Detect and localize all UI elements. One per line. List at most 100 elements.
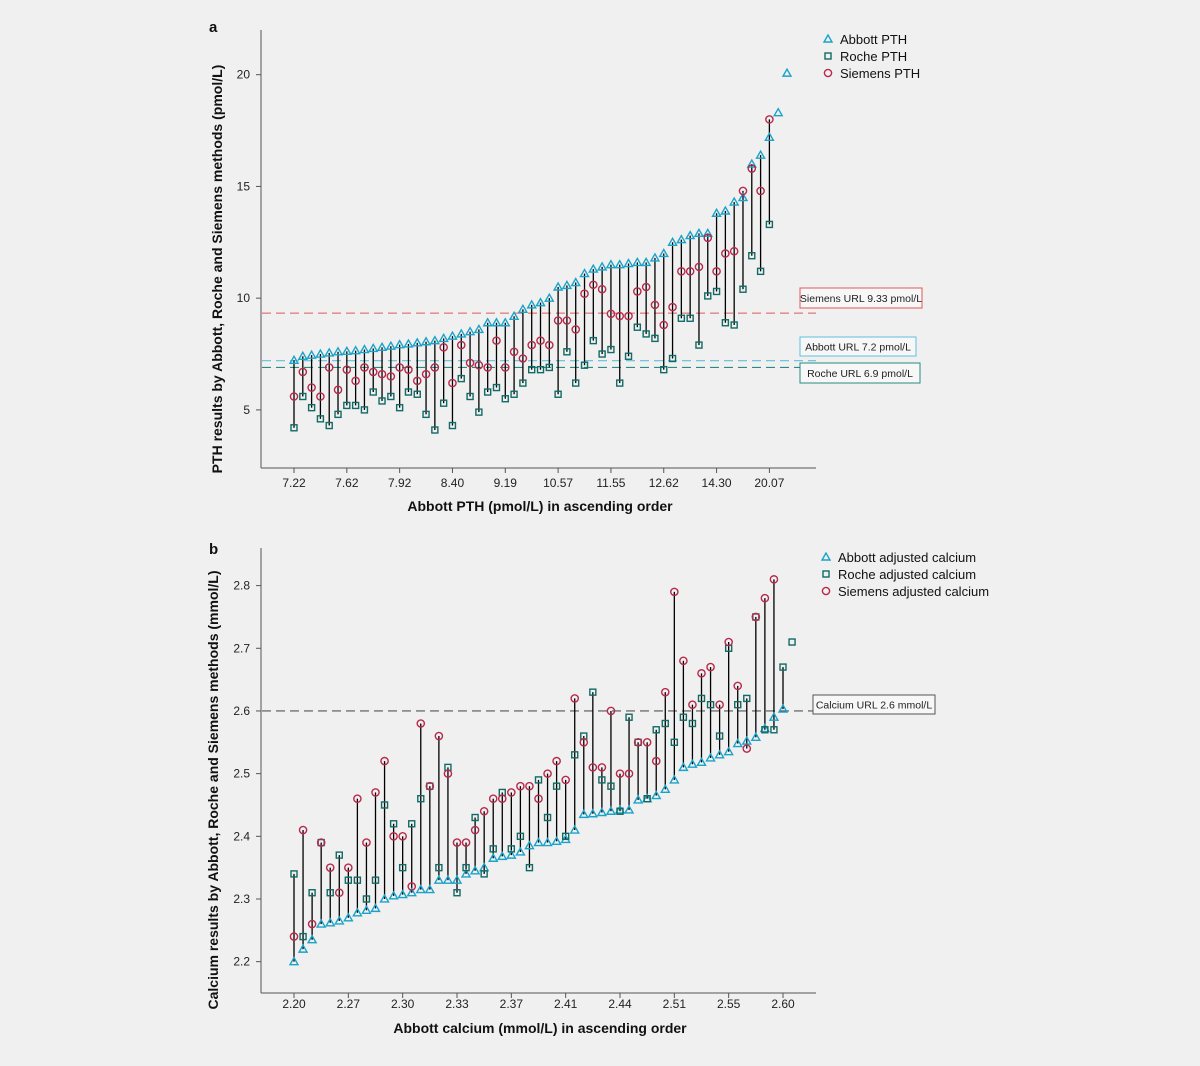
panel-a-ref-box-2 [799,362,921,384]
panel-a-roche-point-18 [448,421,457,430]
panel-a-ref-label-2: Roche URL 6.9 pmol/L [807,368,913,380]
panel-b-abbott-point-32 [578,808,589,819]
panel-a-siemens-point-36 [606,309,616,319]
panel-a-siemens-point-17 [439,343,448,352]
panel-b-abbott-point-43 [678,761,689,772]
panel-b-siemens-point-4 [325,863,335,872]
panel-b-siemens-point-19 [461,838,471,847]
panel-a-roche-point-22 [483,388,492,396]
panel-b-abbott-point-22 [488,852,499,862]
panel-b-siemens-point-18 [452,838,462,847]
panel-b-roche-point-30 [561,832,570,841]
panel-a-roche-point-0 [290,424,298,432]
panel-a-xtick-label-5: 10.57 [543,476,573,490]
panel-b-roche-point-8 [362,895,371,903]
panel-b-abbott-point-11 [388,890,399,900]
panel-b-abbott-point-5 [334,915,345,925]
panel-b-siemens-point-45 [697,669,706,678]
panel-b-roche-point-25 [516,832,525,841]
panel-a-abbott-point-46 [693,227,705,238]
panel-b-abbott-point-13 [406,887,417,897]
panel-a-label: a [209,19,218,36]
panel-b-abbott-point-17 [442,874,454,884]
panel-b-ref-label-0: Calcium URL 2.6 mmol/L [816,700,932,712]
panel-a-roche-point-35 [598,350,606,358]
panel-b-siemens-point-11 [389,832,398,841]
panel-b-abbott-point-33 [587,808,599,818]
panel-b-siemens-point-22 [488,794,498,804]
panel-b-xtick-label-4: 2.37 [500,997,524,1011]
panel-a-siemens-point-48 [712,267,721,276]
panel-a-siemens-point-50 [729,246,739,256]
panel-a-abbott-point-45 [684,230,696,240]
panel-b-markers [288,575,796,966]
panel-b-roche-point-10 [380,801,389,809]
panel-a-abbott-point-53 [755,149,766,159]
panel-a-abbott-point-22 [482,317,493,327]
panel-a-roche-point-11 [387,392,395,401]
panel-b-siemens-point-23 [497,794,507,804]
panel-a-roche-point-6 [343,401,351,410]
panel-a-xtick-label-3: 8.40 [441,476,465,490]
panel-b-legend-marker-abbott [820,551,832,561]
panel-b-roche-point-35 [607,782,615,790]
panel-a: a Siemens URL 9.33 pmol/L Abbott URL 7.2 … [209,19,923,514]
panel-a-siemens-point-42 [659,320,669,330]
panel-b-ytick-label-2: 2.4 [233,829,250,843]
panel-b-abbott-point-50 [741,735,752,745]
panel-b-label: b [209,541,218,558]
panel-b-siemens-point-41 [660,687,670,697]
panel-a-siemens-point-14 [412,376,422,386]
panel-a-siemens-point-40 [641,282,651,292]
panel-b-abbott-point-0 [288,956,300,966]
panel-b-roche-point-52 [761,726,769,734]
panel-a-siemens-point-35 [597,284,607,294]
panel-b-ytick-label-4: 2.6 [233,704,250,718]
panel-a-siemens-point-38 [624,311,633,321]
panel-b-siemens-point-43 [679,656,688,666]
panel-b-roche-point-21 [480,870,488,878]
panel-b-siemens-point-36 [615,769,625,778]
panel-a-abbott-point-28 [535,297,546,307]
panel-a-roche-point-17 [439,399,448,407]
panel-a-roche-point-26 [519,379,527,387]
panel-a-siemens-point-1 [298,367,308,377]
panel-a-abbott-point-25 [508,310,520,320]
panel-b-roche-point-53 [770,726,778,734]
panel-b-xtick-label-9: 2.60 [771,997,795,1011]
panel-b-roche-point-46 [706,700,715,709]
panel-a-roche-point-38 [624,352,633,360]
panel-b-abbott-point-24 [506,849,517,859]
panel-a-abbott-point-54 [764,131,775,141]
panel-b-siemens-point-1 [298,825,308,835]
panel-b-abbott-point-46 [705,752,716,762]
panel-b-y-axis-title: Calcium results by Abbott, Roche and Sie… [205,571,221,1010]
panel-a-siemens-point-28 [536,336,545,345]
panel-b-siemens-point-42 [670,587,679,597]
panel-b-abbott-point-4 [325,917,336,927]
panel-a-siemens-point-46 [694,262,704,272]
panel-b-abbott-point-41 [660,783,671,794]
panel-b-legend-marker-roche [822,570,830,578]
panel-b-roche-point-54 [779,663,787,671]
panel-a-abbott-point-42 [658,248,669,258]
panel-a-reference-lines: Siemens URL 9.33 pmol/L Abbott URL 7.2 pm… [262,287,923,384]
panel-b-roche-point-41 [661,719,669,728]
panel-a-abbott-point-19 [456,328,467,338]
panel-a-abbott-point-49 [720,205,731,215]
panel-a-roche-point-40 [642,330,650,338]
panel-b-x-axis-title: Abbott calcium (mmol/L) in ascending ord… [393,1020,687,1036]
panel-b-abbott-point-35 [605,805,617,815]
panel-b-ytick-label-6: 2.8 [233,579,250,593]
panel-b-siemens-point-9 [371,788,380,797]
panel-a-x-ticks: 7.22 7.62 7.92 8.40 9.19 10.57 11.55 12.62 14.30… [282,468,785,490]
panel-a-abbott-point-18 [447,330,458,340]
panel-b-siemens-point-20 [470,825,480,835]
panel-b-siemens-point-44 [688,700,697,709]
panel-b-xtick-label-8: 2.55 [717,997,741,1011]
panel-a-abbott-point-47 [702,227,713,238]
panel-b-siemens-point-31 [570,694,580,703]
panel-b-abbott-point-26 [524,840,535,850]
panel-b-roche-point-47 [715,732,724,740]
panel-b-siemens-point-30 [561,775,570,785]
